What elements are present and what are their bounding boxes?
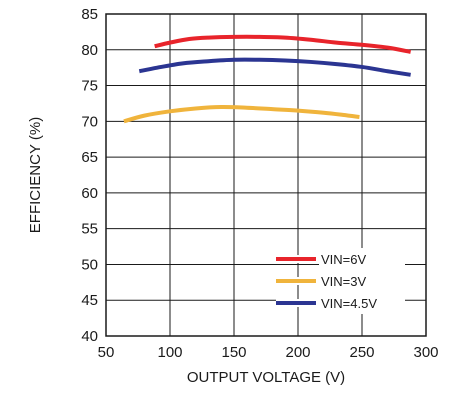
y-tick-label: 50: [81, 256, 98, 273]
y-tick-label: 60: [81, 185, 98, 202]
y-tick-label: 75: [81, 78, 98, 95]
legend-label-1: VIN=3V: [321, 274, 366, 289]
x-tick-label: 300: [413, 344, 438, 361]
x-axis-ticks: 50 100 150 200 250 300: [98, 344, 439, 361]
y-tick-label: 55: [81, 221, 98, 238]
legend-label-0: VIN=6V: [321, 252, 366, 267]
y-tick-label: 85: [81, 6, 98, 23]
grid-lines: [106, 14, 426, 336]
legend-label-2: VIN=4.5V: [321, 296, 377, 311]
y-axis-label: EFFICIENCY (%): [27, 117, 44, 233]
x-tick-label: 50: [98, 344, 115, 361]
legend-background: [319, 248, 405, 314]
y-tick-label: 45: [81, 292, 98, 309]
series-line-1: [123, 105, 360, 124]
series-line-2: [138, 57, 411, 77]
y-tick-label: 80: [81, 42, 98, 59]
plot-frame: [105, 13, 427, 337]
x-axis-label: OUTPUT VOLTAGE (V): [187, 369, 345, 386]
y-tick-label: 40: [81, 328, 98, 345]
x-tick-label: 250: [349, 344, 374, 361]
y-tick-label: 65: [81, 149, 98, 166]
x-tick-label: 150: [221, 344, 246, 361]
legend: VIN=6V VIN=3V VIN=4.5V: [276, 248, 405, 314]
series-layer: [123, 34, 412, 124]
x-tick-label: 100: [157, 344, 182, 361]
x-tick-label: 200: [285, 344, 310, 361]
series-line-0: [154, 34, 412, 54]
y-tick-label: 70: [81, 113, 98, 130]
y-axis-ticks: 40 45 50 55 60 65 70 75 80 85: [81, 6, 98, 345]
